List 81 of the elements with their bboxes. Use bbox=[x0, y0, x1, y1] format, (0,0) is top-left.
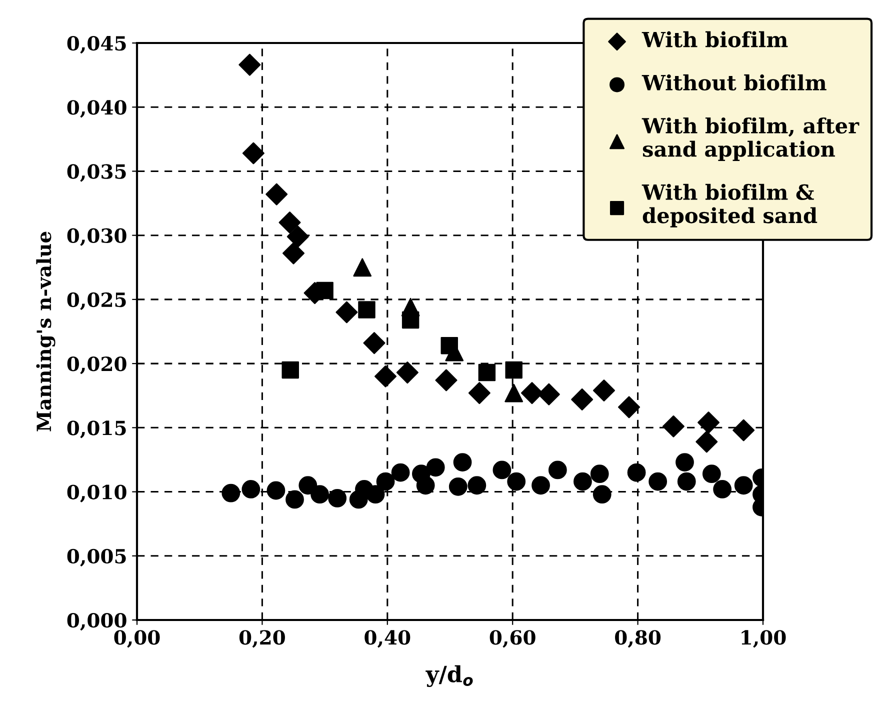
point bbox=[468, 382, 490, 404]
point bbox=[574, 472, 592, 491]
point bbox=[286, 226, 309, 248]
point bbox=[298, 476, 318, 495]
point bbox=[492, 460, 512, 480]
y-axis-title: Manning's n-value bbox=[36, 232, 56, 432]
point bbox=[316, 282, 334, 300]
point bbox=[396, 362, 418, 384]
point bbox=[504, 384, 524, 402]
point bbox=[238, 54, 261, 76]
point bbox=[416, 476, 435, 495]
point bbox=[732, 419, 755, 442]
y-tick-label: 0,010 bbox=[67, 484, 126, 502]
point bbox=[618, 396, 640, 418]
point bbox=[538, 383, 560, 406]
point bbox=[266, 183, 288, 206]
point bbox=[440, 336, 458, 354]
point bbox=[402, 311, 420, 329]
point bbox=[374, 365, 397, 388]
point bbox=[310, 485, 329, 504]
point bbox=[478, 364, 496, 382]
point bbox=[677, 472, 696, 491]
point bbox=[507, 472, 526, 491]
point bbox=[353, 258, 372, 277]
y-tick-label: 0,005 bbox=[67, 548, 126, 566]
point bbox=[696, 430, 718, 453]
point bbox=[713, 480, 732, 498]
y-tick-label: 0,015 bbox=[67, 420, 126, 438]
legend-label: With biofilm bbox=[642, 31, 788, 48]
point bbox=[242, 480, 260, 498]
y-tick-label: 0,020 bbox=[67, 356, 126, 374]
point bbox=[532, 476, 550, 495]
legend-label: With biofilm, after sand application bbox=[642, 117, 860, 161]
point bbox=[328, 488, 347, 508]
point bbox=[266, 481, 286, 500]
point bbox=[376, 472, 395, 491]
y-tick-label: 0,035 bbox=[67, 164, 126, 182]
y-tick-label: 0,030 bbox=[67, 228, 126, 246]
point bbox=[702, 464, 721, 484]
point bbox=[548, 460, 567, 480]
point bbox=[521, 382, 543, 404]
point bbox=[593, 379, 615, 402]
point bbox=[363, 332, 386, 354]
point bbox=[698, 412, 720, 434]
x-tick-label: 0,60 bbox=[490, 630, 536, 648]
point bbox=[286, 490, 304, 509]
point bbox=[336, 301, 358, 324]
point bbox=[734, 476, 753, 495]
point bbox=[676, 453, 694, 472]
point bbox=[222, 484, 240, 502]
legend-label: With biofilm & deposited sand bbox=[642, 184, 818, 228]
point bbox=[453, 453, 472, 472]
x-tick-label: 0,80 bbox=[615, 630, 661, 648]
point bbox=[648, 472, 668, 491]
point bbox=[468, 476, 486, 495]
point bbox=[592, 485, 612, 504]
x-tick-label: 0,20 bbox=[239, 630, 285, 648]
point bbox=[358, 301, 376, 318]
y-tick-label: 0,025 bbox=[67, 292, 126, 310]
point bbox=[426, 458, 445, 477]
y-tick-label: 0,045 bbox=[67, 36, 126, 54]
point bbox=[391, 463, 410, 482]
point bbox=[448, 477, 468, 496]
y-tick-label: 0,000 bbox=[67, 612, 126, 631]
x-tick-label: 0,00 bbox=[114, 630, 160, 648]
point bbox=[571, 388, 594, 410]
point bbox=[662, 415, 684, 438]
point bbox=[278, 212, 301, 234]
point bbox=[435, 369, 458, 392]
point bbox=[242, 142, 264, 164]
point bbox=[505, 361, 522, 379]
point bbox=[590, 464, 609, 484]
x-axis-title: y/d$_{o}$ bbox=[426, 665, 473, 688]
point bbox=[282, 361, 299, 379]
point bbox=[627, 463, 646, 482]
legend-label: Without biofilm bbox=[642, 74, 826, 90]
point bbox=[366, 485, 385, 504]
x-tick-label: 0,40 bbox=[364, 630, 410, 648]
y-tick-label: 0,040 bbox=[67, 100, 126, 118]
x-tick-label: 1,00 bbox=[742, 630, 786, 648]
point bbox=[282, 242, 304, 264]
